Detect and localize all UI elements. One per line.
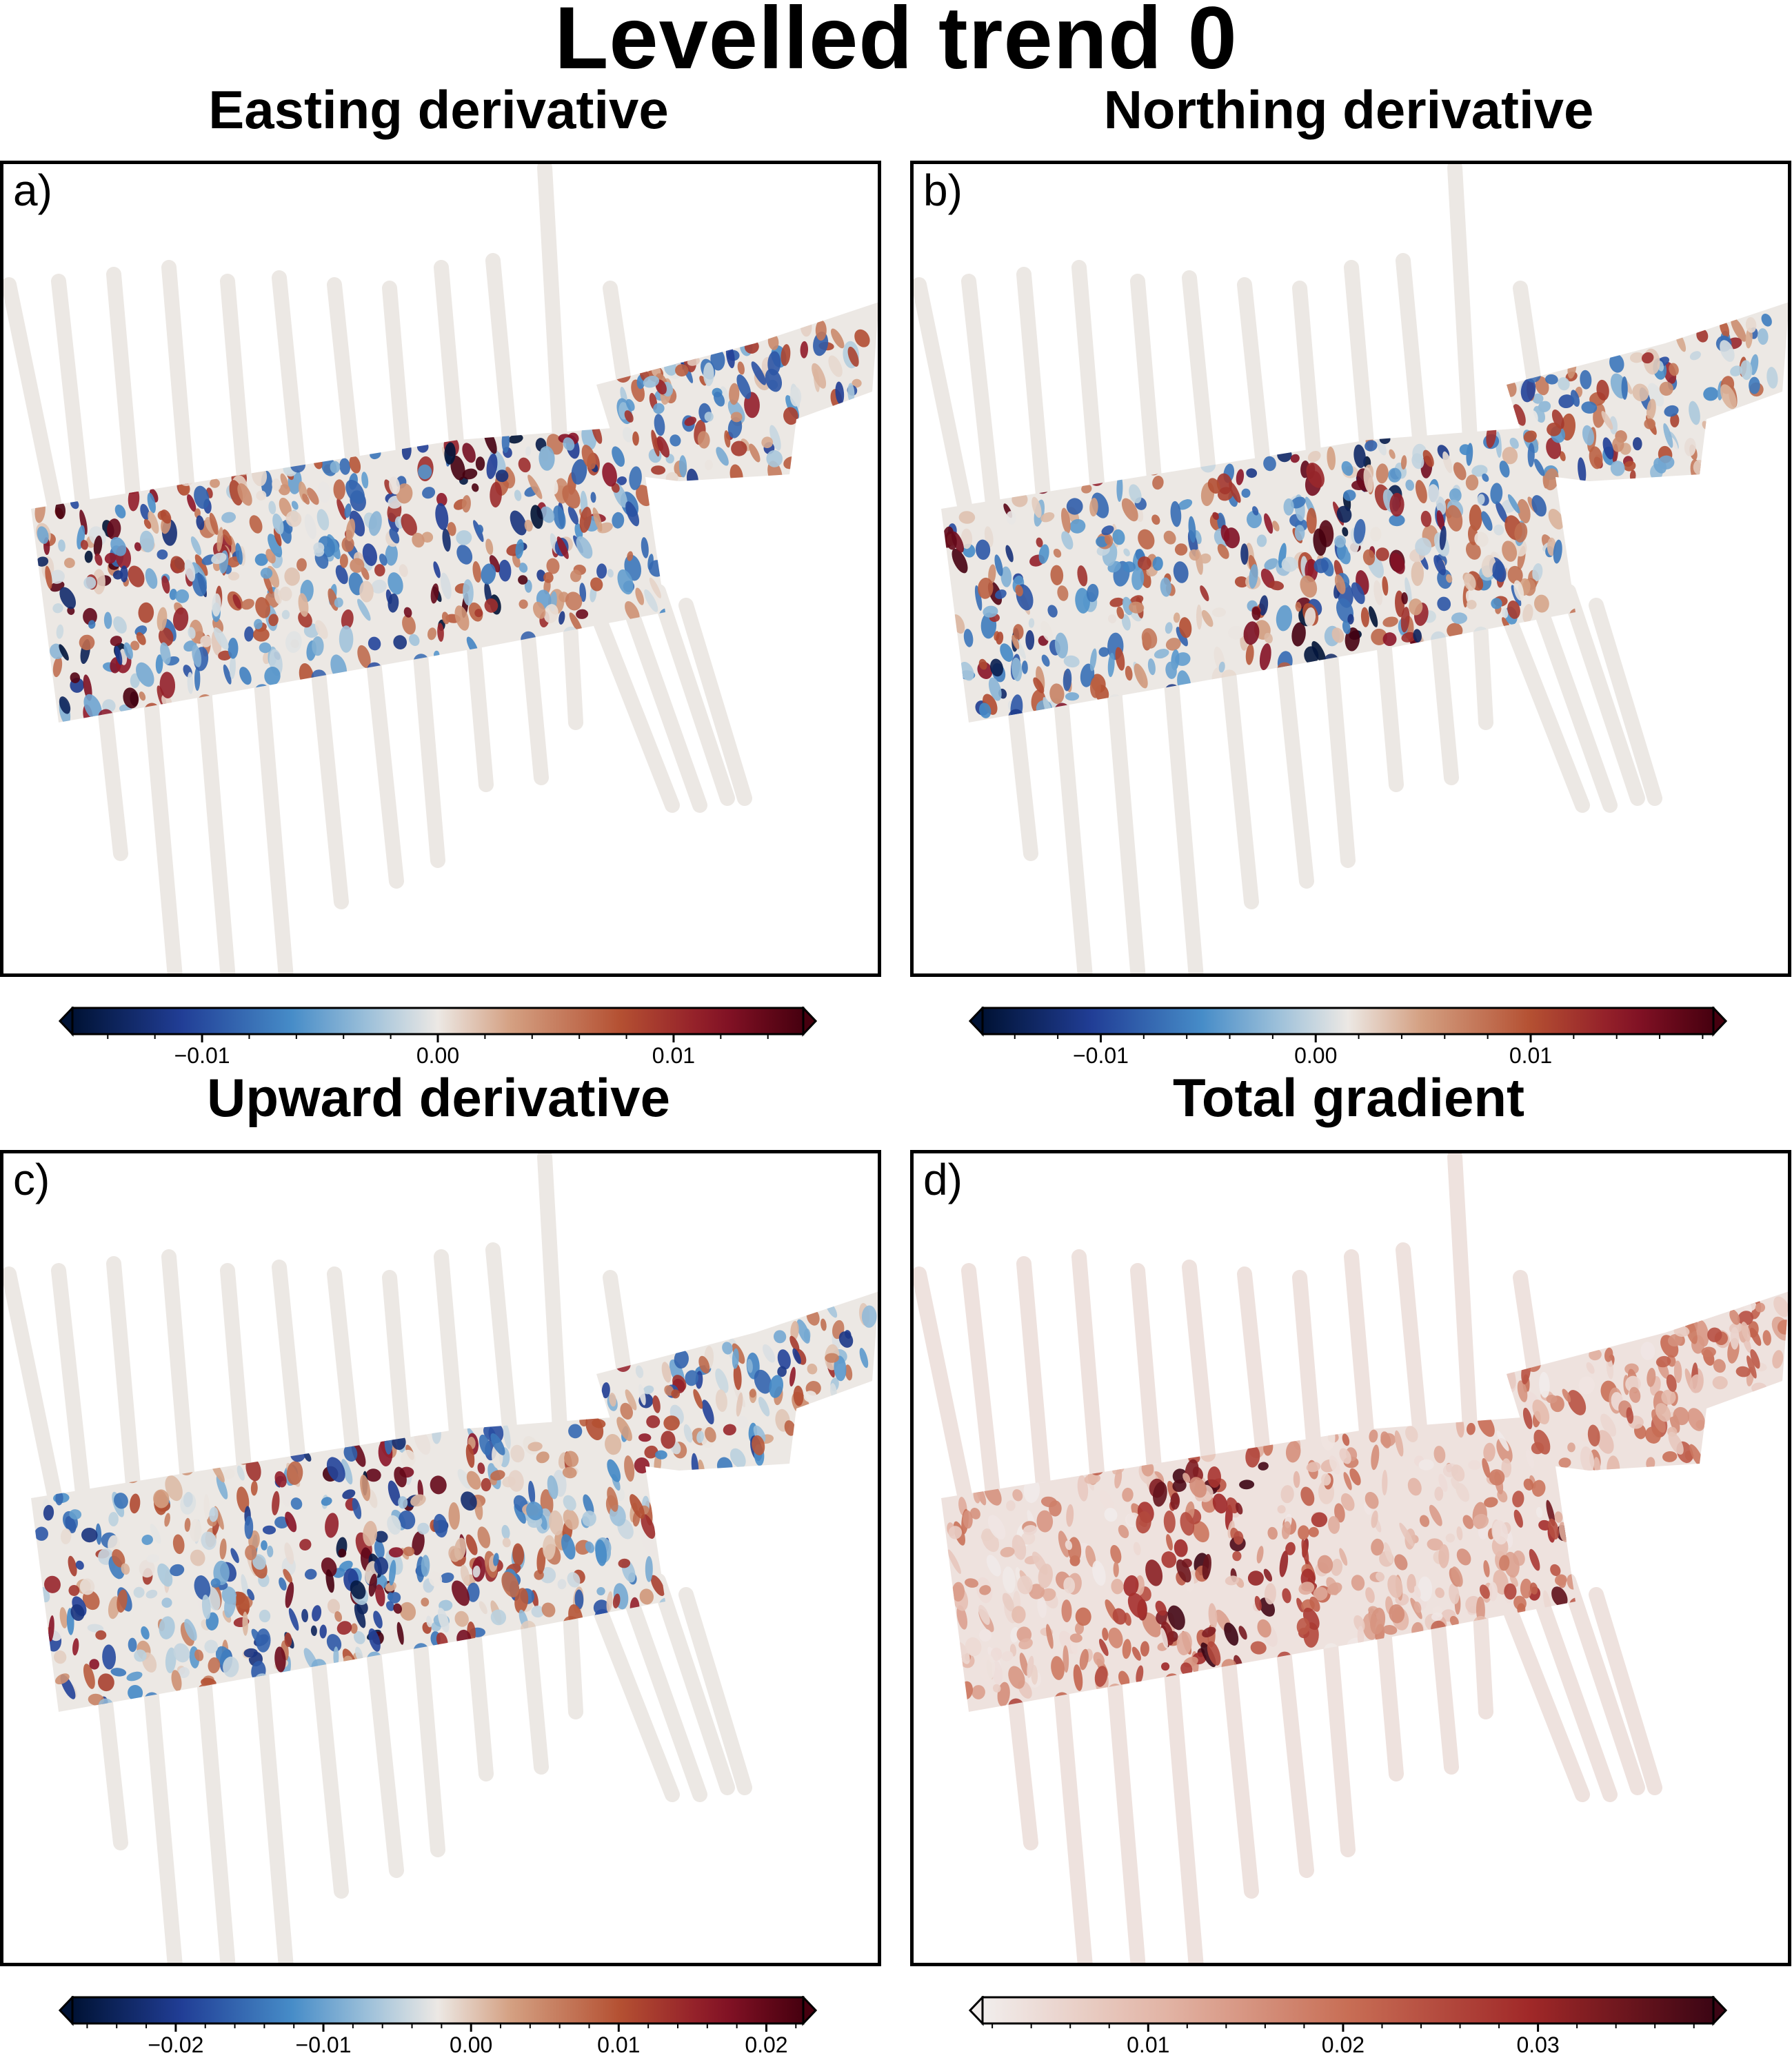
colorbar: −0.01 0.00 0.01 [59,1007,817,1068]
panel-label: d) [923,1155,963,1204]
colorbar-tick-label: −0.01 [296,2032,352,2057]
flight-line [678,598,752,806]
colorbar-extend-high [802,1007,817,1037]
colorbar-extend-high [802,1996,817,2026]
colorbar: 0.01 0.02 0.03 [969,1996,1727,2057]
colorbar-tick-label: 0.00 [450,2032,492,2057]
flight-line [678,1587,752,1795]
panel-title: Easting derivative [208,79,669,140]
colorbar-tick-label: 0.01 [652,1043,695,1068]
colorbar-tick-label: 0.00 [416,1043,459,1068]
panel-title: Upward derivative [207,1067,670,1128]
panel-label: b) [923,165,963,215]
flight-line [651,1573,735,1795]
map-heatmap [3,164,878,973]
colorbar-extend-low [969,1996,984,2026]
map-heatmap [914,164,1788,973]
flight-line [1499,605,1590,813]
map-panel: a) [0,161,881,977]
map-panel: b) [910,161,1791,977]
colorbar: −0.01 0.00 0.01 [969,1007,1727,1068]
colorbar-tick-label: −0.01 [174,1043,230,1068]
colorbar-gradient [71,1996,805,2025]
colorbar-extend-low [59,1007,74,1037]
survey-coverage [914,164,1788,973]
flight-line [1589,598,1662,806]
panel-label: c) [13,1155,50,1204]
flight-line [1499,1594,1590,1802]
panel-title: Northing derivative [1103,79,1594,140]
colorbar-tick-label: −0.01 [1073,1043,1129,1068]
colorbar-tick-label: 0.02 [1322,2032,1365,2057]
colorbar-extend-high [1712,1007,1727,1037]
colorbar-tick-label: 0.01 [597,2032,640,2057]
flight-line [1527,1573,1618,1802]
flight-line [914,1266,973,1506]
map-heatmap [914,1153,1788,1963]
colorbar-tick-label: 0.01 [1127,2032,1169,2057]
flight-line [3,1266,63,1506]
colorbar-tick-label: 0.02 [745,2032,787,2057]
colorbar-gradient [71,1007,805,1036]
colorbar-tick-label: 0.01 [1509,1043,1552,1068]
survey-coverage [914,1153,1788,1963]
survey-coverage [3,1153,878,1963]
figure-title: Levelled trend 0 [554,0,1238,88]
map-heatmap [3,1153,878,1963]
colorbar-extend-low [59,1996,74,2026]
panel-label: a) [13,165,52,215]
panel-title: Total gradient [1173,1067,1524,1128]
flight-line [914,277,973,516]
flight-line [616,584,707,813]
flight-line [616,1573,707,1802]
flight-line [1589,1587,1662,1795]
flight-line [1561,584,1645,806]
map-panel: d) [910,1150,1791,1966]
colorbar: −0.02 −0.01 0.00 0.01 0.02 [59,1996,817,2057]
colorbar-extend-high [1712,1996,1727,2026]
flight-line [1561,1573,1645,1795]
flight-line [589,1594,680,1802]
colorbar-tick-label: −0.02 [148,2032,203,2057]
flight-line [651,584,735,806]
colorbar-gradient [981,1996,1715,2025]
colorbar-tick-label: 0.03 [1516,2032,1559,2057]
flight-line [1527,584,1618,813]
map-panel: c) [0,1150,881,1966]
colorbar-extend-low [969,1007,984,1037]
colorbar-gradient [981,1007,1715,1036]
colorbar-tick-label: 0.00 [1294,1043,1337,1068]
